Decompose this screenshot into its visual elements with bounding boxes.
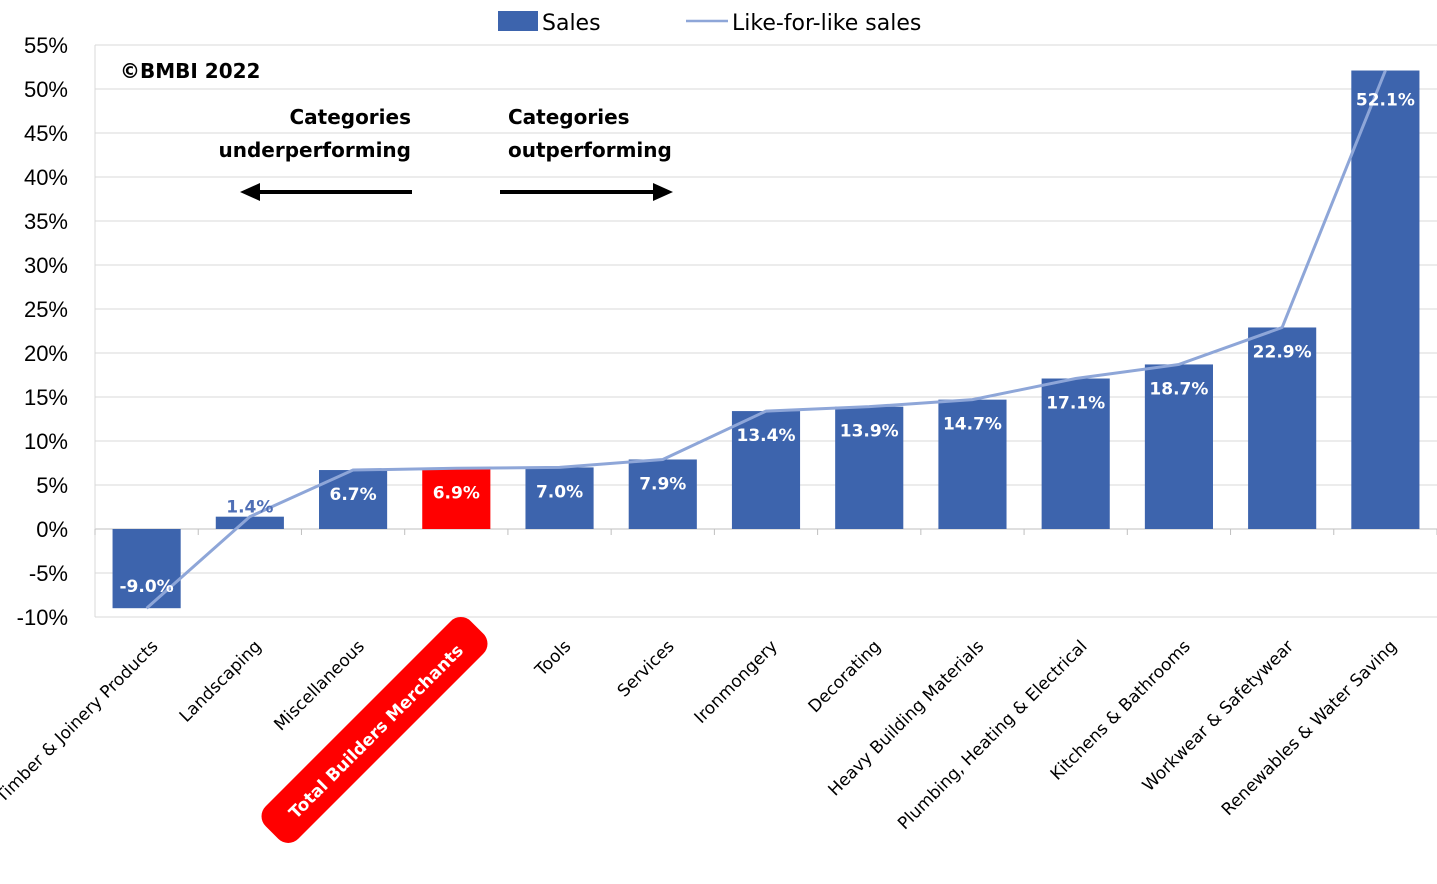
x-category-label: Timber & Joinery Products: [0, 637, 162, 808]
y-tick-label: 55%: [24, 33, 68, 58]
bar-0: [112, 529, 181, 609]
y-tick-label: -5%: [29, 561, 68, 586]
data-label-0: -9.0%: [120, 577, 174, 597]
left-arrow: [240, 183, 412, 201]
y-axis-ticks: 55% 50% 45% 40% 35% 30% 25% 20% 15% 10% 5% 0% -5% -10…: [17, 33, 68, 630]
gridlines: [94, 44, 1437, 618]
data-label-5: 7.9%: [639, 474, 686, 494]
legend-label-sales: Sales: [542, 11, 601, 36]
bar-4: [525, 467, 594, 529]
bars: [112, 70, 1420, 609]
y-tick-label: 0%: [36, 517, 68, 542]
x-category-label: Decorating: [805, 637, 885, 717]
bar-12: [1351, 70, 1420, 530]
legend: Sales Like-for-like sales: [498, 11, 921, 36]
underperforming-label-line2: underperforming: [218, 138, 411, 162]
y-tick-label: 25%: [24, 297, 68, 322]
like-for-like-line: [145, 69, 1387, 610]
y-tick-label: 10%: [24, 429, 68, 454]
bar-5: [628, 459, 697, 529]
y-tick-label: -10%: [17, 605, 68, 630]
data-label-3: 6.9%: [433, 483, 480, 503]
y-tick-label: 20%: [24, 341, 68, 366]
legend-swatch-sales: [498, 11, 538, 31]
x-category-label: Ironmongery: [691, 637, 782, 728]
x-category-label: Tools: [531, 637, 576, 682]
y-tick-label: 5%: [36, 473, 68, 498]
y-tick-label: 45%: [24, 121, 68, 146]
copyright-text: ©BMBI 2022: [120, 59, 260, 83]
outperforming-label-line2: outperforming: [508, 138, 672, 162]
data-label-1: 1.4%: [226, 498, 273, 518]
x-axis-categories: Timber & Joinery Products Landscaping Misc…: [0, 616, 1401, 843]
bar-1: [215, 516, 284, 529]
underperforming-label-line1: Categories: [289, 105, 411, 129]
bar-10: [1144, 364, 1213, 529]
x-category-7: Decorating: [805, 637, 885, 717]
x-category-label: Plumbing, Heating & Electrical: [894, 637, 1091, 834]
bar-6: [731, 411, 801, 529]
outperforming-label-line1: Categories: [508, 105, 630, 129]
bar-11: [1248, 327, 1317, 529]
bar-8: [938, 399, 1007, 529]
data-label-8: 14.7%: [943, 415, 1002, 435]
x-category-1: Landscaping: [176, 637, 266, 727]
x-category-12: Renewables & Water Saving: [1218, 637, 1401, 820]
x-category-9: Plumbing, Heating & Electrical: [894, 637, 1091, 834]
highlight-badge: [261, 616, 488, 843]
annotations: ©BMBI 2022 Categories underperforming Ca…: [120, 59, 673, 201]
data-label-11: 22.9%: [1253, 342, 1312, 362]
data-label-7: 13.9%: [840, 422, 899, 442]
data-label-12: 52.1%: [1356, 91, 1415, 111]
x-category-label: Services: [614, 637, 679, 702]
x-category-5: Services: [614, 637, 679, 702]
data-label-9: 17.1%: [1046, 394, 1105, 414]
bar-7: [835, 406, 904, 529]
bar-9: [1041, 378, 1110, 529]
like-for-like-polyline: [145, 69, 1387, 610]
legend-label-like-for-like: Like-for-like sales: [732, 11, 921, 36]
x-category-4: Tools: [531, 637, 576, 682]
bar-3: [422, 468, 491, 529]
data-label-6: 13.4%: [737, 426, 796, 446]
x-category-label-highlight: Total Builders Merchants: [285, 641, 467, 823]
y-tick-label: 40%: [24, 165, 68, 190]
data-label-4: 7.0%: [536, 482, 583, 502]
data-label-2: 6.7%: [329, 485, 376, 505]
x-category-0: Timber & Joinery Products: [0, 637, 162, 808]
x-category-3: Total Builders Merchants: [261, 616, 488, 843]
y-tick-label: 35%: [24, 209, 68, 234]
y-tick-label: 15%: [24, 385, 68, 410]
right-arrow: [500, 183, 673, 201]
x-category-label: Renewables & Water Saving: [1218, 637, 1401, 820]
y-tick-label: 50%: [24, 77, 68, 102]
x-category-6: Ironmongery: [691, 637, 782, 728]
y-tick-label: 30%: [24, 253, 68, 278]
x-category-label: Landscaping: [176, 637, 266, 727]
data-label-10: 18.7%: [1149, 379, 1208, 399]
data-labels: -9.0% 1.4% 6.7% 6.9% 7.0% 7.9% 13.4% 13.9% 14.7%…: [120, 91, 1415, 597]
